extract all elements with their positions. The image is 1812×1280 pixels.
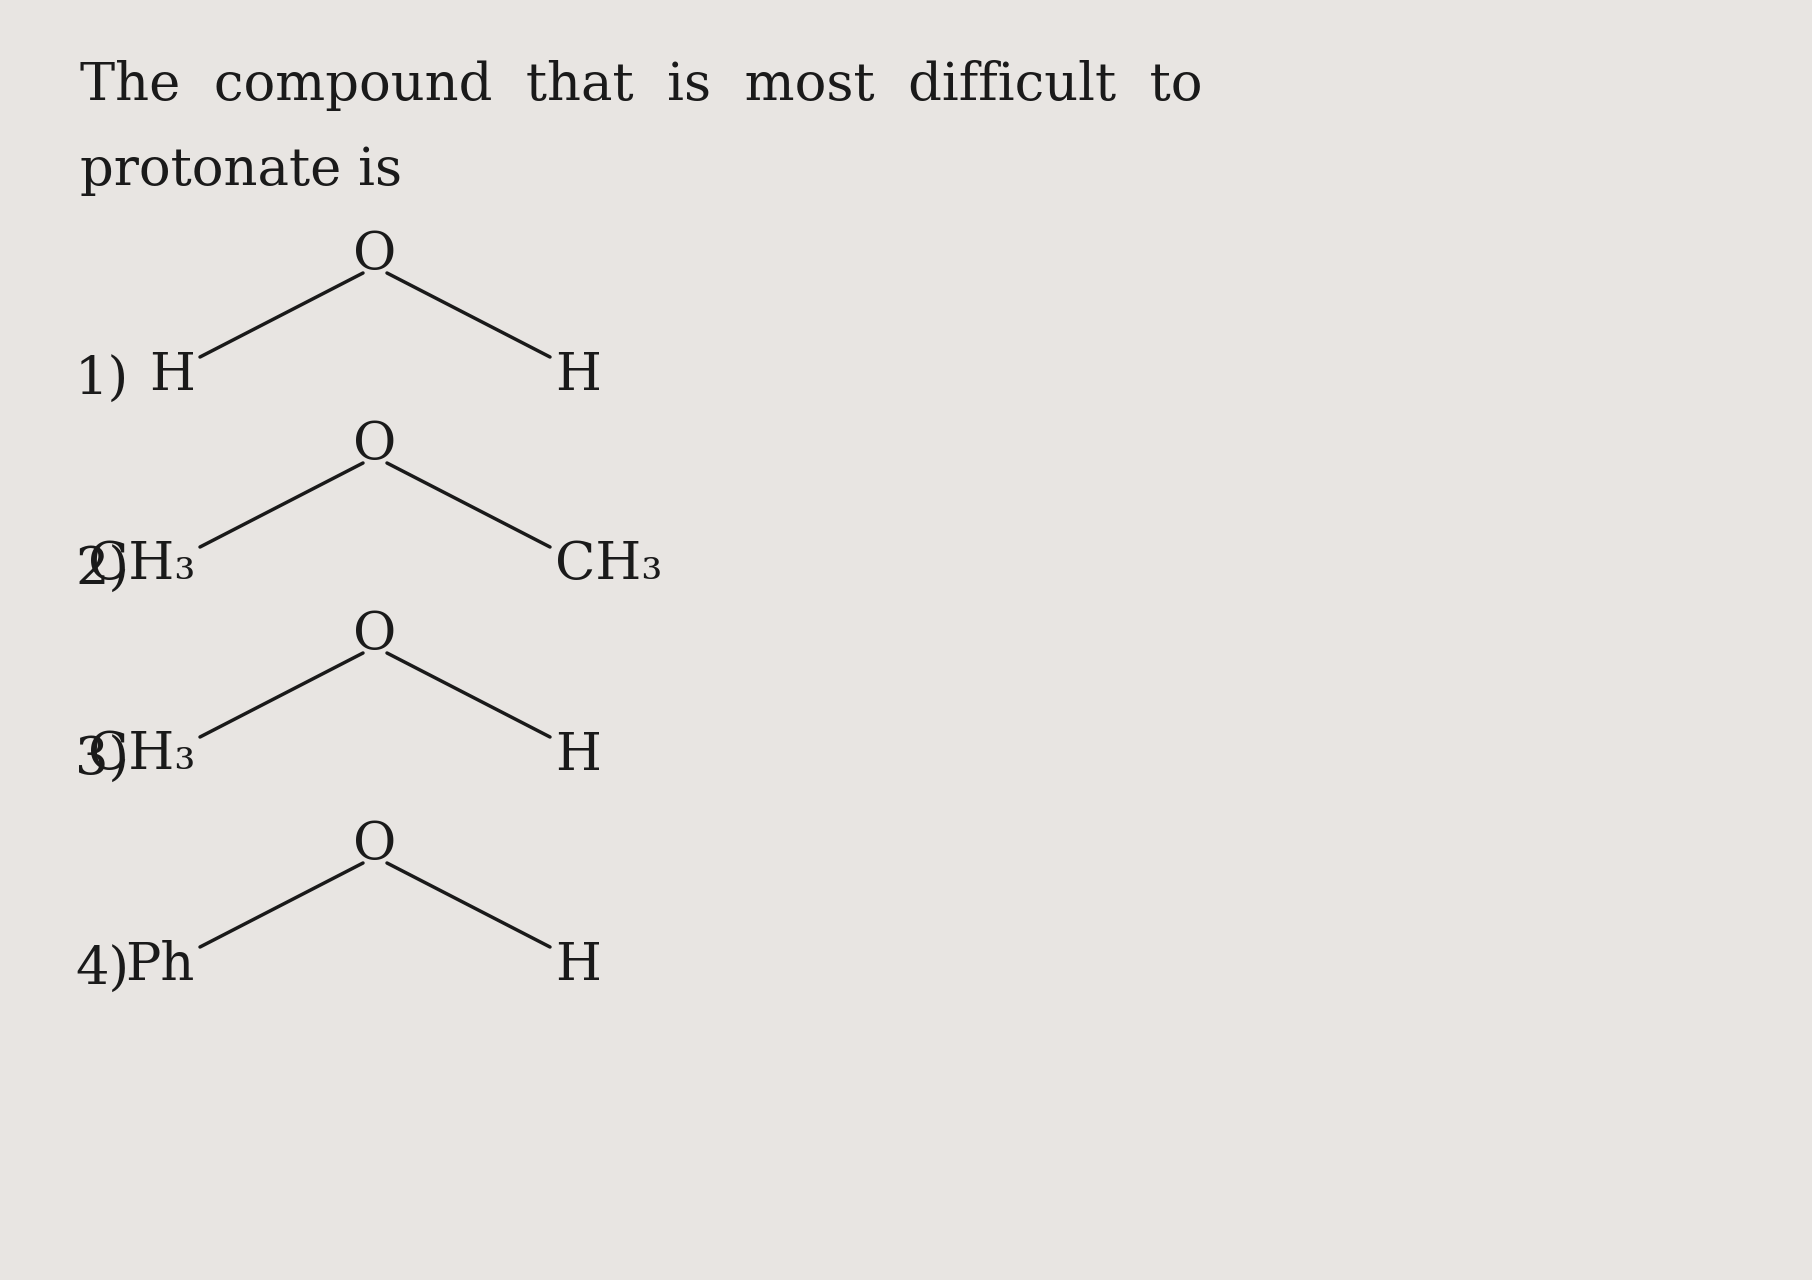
Text: O: O	[353, 819, 397, 870]
Text: The  compound  that  is  most  difficult  to: The compound that is most difficult to	[80, 60, 1203, 111]
Text: O: O	[353, 229, 397, 280]
Text: CH₃: CH₃	[87, 730, 196, 781]
Text: 1): 1)	[74, 355, 129, 406]
Text: 3): 3)	[74, 735, 129, 786]
Text: protonate is: protonate is	[80, 145, 402, 196]
Text: O: O	[353, 420, 397, 471]
Text: Ph: Ph	[125, 940, 196, 991]
Text: H: H	[149, 349, 196, 401]
Text: 4): 4)	[74, 945, 129, 996]
Text: H: H	[554, 940, 602, 991]
Text: CH₃: CH₃	[554, 539, 663, 590]
Text: 2): 2)	[74, 544, 129, 595]
Text: H: H	[554, 730, 602, 781]
Text: O: O	[353, 609, 397, 660]
Text: H: H	[554, 349, 602, 401]
Text: CH₃: CH₃	[87, 539, 196, 590]
